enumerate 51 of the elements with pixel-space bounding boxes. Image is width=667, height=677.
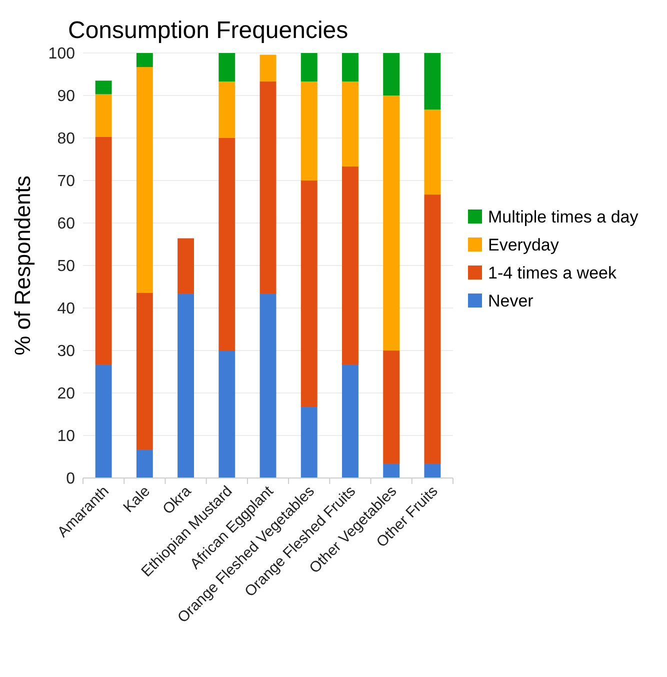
- bar: [424, 194, 441, 464]
- legend-label: Never: [488, 291, 534, 310]
- y-tick-label: 100: [48, 46, 76, 63]
- bar: [342, 166, 358, 365]
- y-tick-label: 10: [57, 428, 76, 446]
- legend-label: Everyday: [488, 235, 560, 254]
- bar: [383, 53, 400, 96]
- bar: [136, 67, 153, 293]
- y-tick-label: 20: [57, 386, 76, 403]
- y-tick-label: 30: [57, 343, 76, 360]
- legend-label: 1-4 times a week: [488, 263, 617, 282]
- y-tick-label: 60: [57, 216, 76, 233]
- bar: [300, 81, 318, 180]
- y-tick-label: 40: [57, 300, 76, 318]
- bar: [342, 81, 358, 166]
- bar: [342, 364, 358, 478]
- y-tick-label: 70: [57, 173, 76, 190]
- bar: [383, 464, 400, 478]
- bar: [136, 450, 153, 478]
- bar: [95, 136, 112, 365]
- bar: [383, 350, 400, 464]
- bar: [218, 350, 236, 478]
- bar: [136, 53, 153, 68]
- bar: [178, 294, 194, 478]
- bar: [218, 138, 236, 350]
- y-tick-label: 50: [57, 258, 76, 276]
- chart-title: Consumption Frequencies: [68, 17, 348, 44]
- bar: [300, 180, 318, 408]
- y-tick-label: 0: [66, 470, 76, 488]
- bar: [95, 80, 112, 94]
- bar: [424, 110, 441, 195]
- bar: [178, 238, 194, 294]
- bar: [300, 407, 318, 478]
- bar: [260, 294, 276, 478]
- x-tick-label: Kale: [120, 482, 154, 516]
- bar: [342, 53, 358, 82]
- bar: [424, 53, 441, 110]
- bar: [424, 464, 441, 478]
- legend-label: Multiple times a day: [488, 207, 639, 226]
- bar: [383, 96, 400, 350]
- bar: [95, 364, 112, 478]
- bar: [218, 53, 236, 82]
- y-tick-label: 80: [57, 130, 76, 148]
- bar: [260, 54, 276, 82]
- y-tick-label: 90: [57, 88, 76, 106]
- bar: [260, 81, 276, 294]
- bar: [218, 81, 236, 138]
- y-axis-title: % of Respondents: [10, 176, 35, 356]
- bar: [95, 94, 112, 137]
- bar: [300, 53, 318, 82]
- bar: [136, 292, 153, 450]
